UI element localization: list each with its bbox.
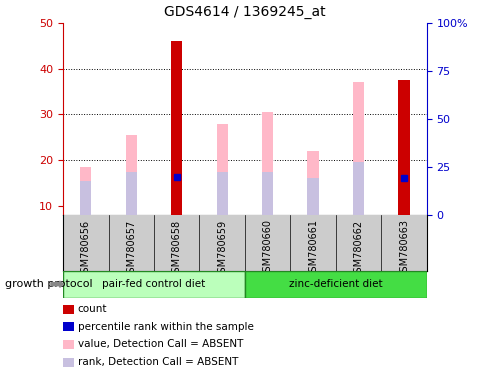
Bar	[216, 172, 227, 215]
Text: value, Detection Call = ABSENT: value, Detection Call = ABSENT	[77, 339, 242, 349]
Bar	[352, 162, 363, 215]
Bar	[80, 181, 91, 215]
Bar	[352, 83, 363, 215]
Text: zinc-deficient diet: zinc-deficient diet	[288, 279, 382, 289]
Text: GSM780660: GSM780660	[262, 220, 272, 278]
Bar	[171, 41, 182, 215]
Bar	[307, 179, 318, 215]
Text: GSM780662: GSM780662	[353, 220, 363, 279]
Bar	[216, 124, 227, 215]
Bar	[397, 80, 409, 215]
Text: GSM780659: GSM780659	[217, 220, 227, 279]
Text: GSM780661: GSM780661	[307, 220, 318, 278]
Bar	[125, 135, 136, 215]
Text: GSM780663: GSM780663	[398, 220, 408, 278]
Text: GSM780657: GSM780657	[126, 220, 136, 279]
Text: growth protocol: growth protocol	[5, 279, 92, 289]
Bar	[244, 271, 426, 298]
Bar	[63, 271, 244, 298]
Text: percentile rank within the sample: percentile rank within the sample	[77, 322, 253, 332]
Bar	[261, 112, 273, 215]
Bar	[80, 167, 91, 215]
Text: GSM780658: GSM780658	[171, 220, 182, 279]
Text: pair-fed control diet: pair-fed control diet	[102, 279, 205, 289]
Bar	[261, 172, 273, 215]
Bar	[125, 172, 136, 215]
Text: rank, Detection Call = ABSENT: rank, Detection Call = ABSENT	[77, 357, 238, 367]
Text: GSM780656: GSM780656	[81, 220, 91, 279]
Title: GDS4614 / 1369245_at: GDS4614 / 1369245_at	[164, 5, 325, 19]
Text: count: count	[77, 304, 107, 314]
Bar	[307, 151, 318, 215]
